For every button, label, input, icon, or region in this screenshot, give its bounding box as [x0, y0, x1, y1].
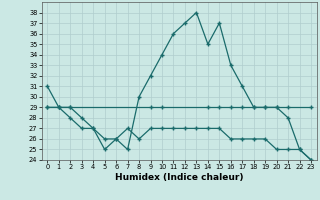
- X-axis label: Humidex (Indice chaleur): Humidex (Indice chaleur): [115, 173, 244, 182]
